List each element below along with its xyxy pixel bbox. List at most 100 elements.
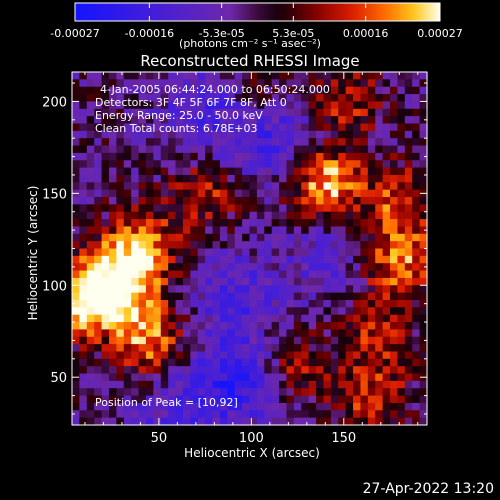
heatmap-cell bbox=[256, 410, 265, 419]
heatmap-cell bbox=[323, 277, 332, 286]
heatmap-cell bbox=[153, 358, 162, 367]
heatmap-cell bbox=[397, 145, 406, 154]
heatmap-cell bbox=[234, 277, 243, 286]
heatmap-cell bbox=[190, 285, 199, 294]
heatmap-cell bbox=[160, 138, 169, 147]
heatmap-cell bbox=[79, 160, 88, 169]
heatmap-cell bbox=[279, 197, 288, 205]
heatmap-cell bbox=[197, 130, 206, 139]
colorbar-gradient bbox=[75, 3, 440, 21]
heatmap-cell bbox=[212, 160, 221, 169]
heatmap-cell bbox=[286, 366, 295, 375]
heatmap-cell bbox=[382, 263, 391, 272]
heatmap-cell bbox=[234, 366, 243, 375]
heatmap-cell bbox=[153, 101, 162, 110]
heatmap-cell bbox=[131, 189, 140, 198]
heatmap-cell bbox=[72, 410, 80, 419]
heatmap-cell bbox=[234, 72, 243, 80]
heatmap-cell bbox=[279, 329, 288, 338]
heatmap-cell bbox=[116, 174, 125, 183]
heatmap-cell bbox=[345, 417, 354, 426]
heatmap-cell bbox=[323, 167, 332, 176]
heatmap-cell bbox=[190, 108, 199, 117]
heatmap-cell bbox=[404, 204, 413, 213]
heatmap-cell bbox=[94, 417, 103, 426]
heatmap-cell bbox=[256, 219, 265, 228]
heatmap-cell bbox=[397, 248, 406, 257]
heatmap-cell bbox=[323, 145, 332, 154]
heatmap-cell bbox=[190, 410, 199, 419]
heatmap-cell bbox=[271, 344, 280, 353]
heatmap-cell bbox=[175, 116, 184, 125]
heatmap-cell bbox=[145, 233, 154, 242]
heatmap-cell bbox=[293, 307, 302, 316]
heatmap-cell bbox=[279, 307, 288, 316]
heatmap-cell bbox=[242, 307, 251, 316]
heatmap-cell bbox=[123, 270, 132, 279]
heatmap-cell bbox=[367, 197, 376, 205]
heatmap-cell bbox=[286, 197, 295, 205]
heatmap-cell bbox=[145, 72, 154, 80]
heatmap-cell bbox=[72, 241, 80, 250]
heatmap-cell bbox=[293, 108, 302, 117]
heatmap-cell bbox=[338, 417, 347, 426]
heatmap-cell bbox=[301, 123, 310, 132]
heatmap-cell bbox=[108, 152, 117, 161]
heatmap-cell bbox=[219, 138, 228, 147]
heatmap-cell bbox=[94, 366, 103, 375]
heatmap-cell bbox=[353, 417, 362, 426]
heatmap-cell bbox=[79, 138, 88, 147]
heatmap-cell bbox=[249, 373, 258, 382]
heatmap-cell bbox=[197, 72, 206, 80]
heatmap-cell bbox=[234, 101, 243, 110]
heatmap-cell bbox=[360, 314, 369, 323]
heatmap-cell bbox=[412, 351, 421, 360]
heatmap-cell bbox=[301, 255, 310, 264]
heatmap-cell bbox=[419, 219, 428, 228]
heatmap-cell bbox=[168, 255, 177, 264]
heatmap-cell bbox=[160, 285, 169, 294]
heatmap-cell bbox=[190, 366, 199, 375]
heatmap-cell bbox=[301, 248, 310, 257]
heatmap-cell bbox=[94, 204, 103, 213]
heatmap-cell bbox=[153, 373, 162, 382]
heatmap-cell bbox=[271, 248, 280, 257]
heatmap-cell bbox=[138, 417, 147, 426]
heatmap-cell bbox=[227, 226, 236, 235]
heatmap-cell bbox=[293, 204, 302, 213]
heatmap-cell bbox=[316, 402, 325, 411]
heatmap-cell bbox=[286, 285, 295, 294]
heatmap-cell bbox=[419, 417, 428, 426]
heatmap-cell bbox=[360, 380, 369, 389]
heatmap-cell bbox=[123, 197, 132, 205]
heatmap-cell bbox=[286, 329, 295, 338]
heatmap-cell bbox=[175, 299, 184, 308]
heatmap-cell bbox=[301, 314, 310, 323]
heatmap-cell bbox=[234, 152, 243, 161]
heatmap-cell bbox=[190, 270, 199, 279]
heatmap-cell bbox=[375, 145, 384, 154]
heatmap-cell bbox=[86, 395, 95, 404]
heatmap-cell bbox=[79, 410, 88, 419]
heatmap-cell bbox=[153, 336, 162, 345]
heatmap-cell bbox=[175, 373, 184, 382]
heatmap-cell bbox=[397, 182, 406, 191]
heatmap-cell bbox=[79, 270, 88, 279]
heatmap-cell bbox=[153, 417, 162, 426]
heatmap-cell bbox=[382, 351, 391, 360]
heatmap-cell bbox=[293, 373, 302, 382]
heatmap-cell bbox=[190, 299, 199, 308]
heatmap-cell bbox=[175, 329, 184, 338]
heatmap-cell bbox=[293, 277, 302, 286]
heatmap-cell bbox=[94, 116, 103, 125]
heatmap-cell bbox=[197, 255, 206, 264]
heatmap-cell bbox=[412, 145, 421, 154]
heatmap-cell bbox=[293, 292, 302, 301]
heatmap-cell bbox=[293, 388, 302, 397]
heatmap-cell bbox=[397, 79, 406, 88]
heatmap-cell bbox=[316, 219, 325, 228]
heatmap-cell bbox=[86, 402, 95, 411]
heatmap-cell bbox=[375, 395, 384, 404]
heatmap-cell bbox=[279, 336, 288, 345]
heatmap-cell bbox=[212, 351, 221, 360]
